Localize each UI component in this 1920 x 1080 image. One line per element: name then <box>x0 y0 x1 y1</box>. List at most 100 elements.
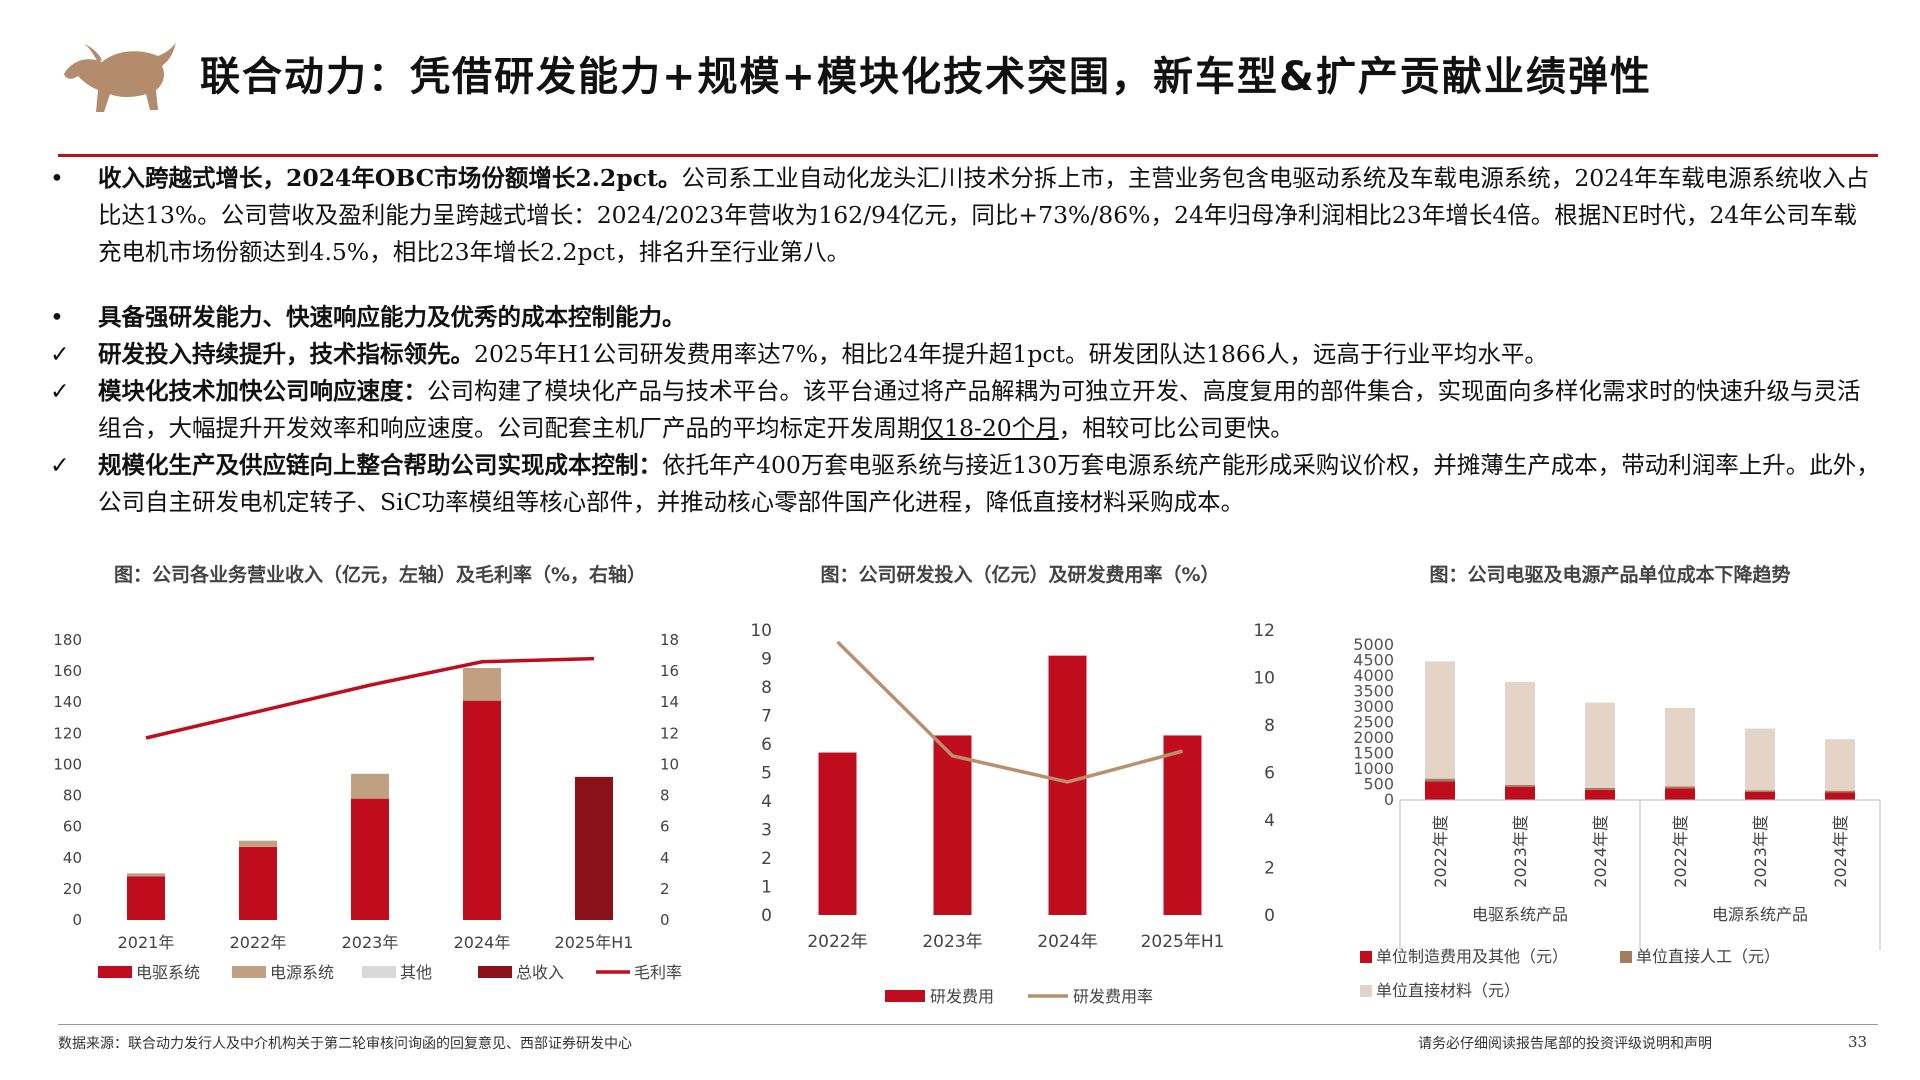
y2-tick-label: 10 <box>660 755 679 773</box>
x-tick-label: 2024年 <box>454 933 511 952</box>
x-tick-label: 2023年 <box>342 933 399 952</box>
y-tick-label: 120 <box>53 724 82 742</box>
x-tick-label: 2022年 <box>230 933 287 952</box>
y-tick-label: 160 <box>53 662 82 680</box>
bar-单位直接材料（元） <box>1505 681 1535 785</box>
y-tick-label: 10 <box>750 621 772 641</box>
bullet-capabilities: • 具备强研发能力、快速响应能力及优秀的成本控制能力。 <box>50 299 1880 336</box>
bullet-bold: 具备强研发能力、快速响应能力及优秀的成本控制能力。 <box>98 303 686 331</box>
group-label: 电驱系统产品 <box>1472 905 1568 924</box>
bar-单位制造费用及其他（元） <box>1665 788 1695 800</box>
legend-label: 电源系统 <box>270 963 334 982</box>
y2-tick-label: 4 <box>660 849 670 867</box>
bar-单位直接人工（元） <box>1745 790 1775 792</box>
footer-source: 数据来源：联合动力发行人及中介机构关于第二轮审核问询函的回复意见、西部证券研发中… <box>58 1036 632 1052</box>
bar-总收入 <box>575 776 613 920</box>
bullet-bold: 模块化技术加快公司响应速度： <box>98 377 427 405</box>
bar-电源系统 <box>351 773 389 799</box>
bar-单位直接材料（元） <box>1425 661 1455 779</box>
bar-单位制造费用及其他（元） <box>1745 791 1775 800</box>
y2-tick-label: 12 <box>660 724 679 742</box>
chart1-title: 图：公司各业务营业收入（亿元，左轴）及毛利率（%，右轴） <box>113 564 647 586</box>
bullet-text: 公司构建了模块化产品与技术平台。该平台通过将产品解耦为可独立开发、高度复用的部件… <box>98 377 1861 442</box>
y2-tick-label: 12 <box>1253 621 1275 641</box>
bar-单位制造费用及其他（元） <box>1505 786 1535 800</box>
bullet-bold: 研发投入持续提升，技术指标领先。 <box>98 340 474 368</box>
y-tick-label: 1500 <box>1353 744 1394 763</box>
title-divider <box>58 154 1878 157</box>
y-tick-label: 0 <box>761 906 772 926</box>
legend-label: 单位制造费用及其他（元） <box>1376 947 1568 966</box>
line-研发费用率 <box>836 640 1183 784</box>
y-tick-label: 4 <box>761 792 772 812</box>
bullet-tail: ，相较可比公司更快。 <box>1058 414 1294 442</box>
bar-电驱系统 <box>351 798 389 920</box>
y-tick-label: 2000 <box>1353 728 1394 747</box>
bar-单位直接人工（元） <box>1505 784 1535 787</box>
bar-研发费用 <box>1048 655 1087 915</box>
y2-tick-label: 8 <box>1264 716 1275 736</box>
line-毛利率 <box>145 656 595 740</box>
bar-单位直接人工（元） <box>1585 787 1615 790</box>
bar-研发费用 <box>818 752 857 915</box>
y-tick-label: 8 <box>761 678 772 698</box>
page-number: 33 <box>1848 1033 1868 1051</box>
bar-电驱系统 <box>127 876 165 920</box>
bar-电源系统 <box>127 873 165 877</box>
bar-单位直接材料（元） <box>1745 728 1775 791</box>
bar-电驱系统 <box>239 846 277 920</box>
bar-单位直接人工（元） <box>1665 786 1695 789</box>
check-icon: ✓ <box>50 377 70 405</box>
legend-label: 单位直接人工（元） <box>1636 947 1780 966</box>
y-tick-label: 1 <box>761 878 772 898</box>
x-tick-label: 2023年度 <box>1751 815 1770 888</box>
legend-label: 电驱系统 <box>136 963 200 982</box>
x-tick-label: 2024年 <box>1037 932 1097 952</box>
bar-单位直接材料（元） <box>1585 702 1615 788</box>
revenue-margin-chart: 0 20 40 60 80 100 120 140 160 180 0 2 4 6 8 10 12 14 16 18 2… <box>53 631 682 982</box>
y2-tick-label: 16 <box>660 662 679 680</box>
y-tick-label: 0 <box>1384 790 1394 809</box>
y2-tick-label: 18 <box>660 631 679 649</box>
legend-label: 毛利率 <box>634 963 682 982</box>
y2-tick-label: 2 <box>660 880 670 898</box>
group-label: 电源系统产品 <box>1712 905 1808 924</box>
bar-单位制造费用及其他（元） <box>1425 781 1455 800</box>
bullet-text: 2025年H1公司研发费用率达7%，相比24年提升超1pct。研发团队达1866… <box>474 340 1548 368</box>
y-tick-label: 60 <box>63 818 82 836</box>
bar-单位制造费用及其他（元） <box>1585 789 1615 800</box>
unit-cost-chart: 0500100015002000250030003500400045005000… <box>1353 635 1881 1000</box>
y-tick-label: 40 <box>63 849 82 867</box>
y2-tick-label: 6 <box>1264 764 1275 784</box>
y2-tick-label: 8 <box>660 787 670 805</box>
y-tick-label: 5000 <box>1353 635 1394 654</box>
y-tick-label: 1000 <box>1353 759 1394 778</box>
x-tick-label: 2021年 <box>118 933 175 952</box>
bullet-marker: • <box>50 164 64 192</box>
bullet-rd-investment: ✓ 研发投入持续提升，技术指标领先。2025年H1公司研发费用率达7%，相比24… <box>50 336 1880 373</box>
legend-swatch <box>232 966 266 978</box>
bullet-revenue-growth: • 收入跨越式增长，2024年OBC市场份额增长2.2pct。公司系工业自动化龙… <box>50 160 1880 271</box>
page-title: 联合动力：凭借研发能力+规模+模块化技术突围，新车型&扩产贡献业绩弹性 <box>200 54 1652 100</box>
legend-label: 单位直接材料（元） <box>1376 981 1520 1000</box>
legend-swatch <box>362 966 396 978</box>
y2-tick-label: 6 <box>660 818 670 836</box>
y2-tick-label: 4 <box>1264 811 1275 831</box>
legend-swatch <box>98 966 132 978</box>
legend-label: 总收入 <box>516 963 564 982</box>
y-tick-label: 3000 <box>1353 697 1394 716</box>
bullet-underline: 仅18-20个月 <box>920 414 1059 442</box>
legend-swatch <box>1360 985 1372 997</box>
legend-label: 其他 <box>400 963 432 982</box>
legend-swatch <box>478 966 512 978</box>
chart2-title: 图：公司研发投入（亿元）及研发费用率（%） <box>820 564 1220 586</box>
chart3-title: 图：公司电驱及电源产品单位成本下降趋势 <box>1429 564 1791 586</box>
bar-电源系统 <box>239 840 277 847</box>
legend-swatch <box>1620 951 1632 963</box>
bar-电驱系统 <box>463 700 501 920</box>
x-tick-label: 2025年H1 <box>555 933 634 952</box>
legend-label: 研发费用 <box>930 987 994 1006</box>
y-tick-label: 4000 <box>1353 666 1394 685</box>
y2-tick-label: 2 <box>1264 859 1275 879</box>
